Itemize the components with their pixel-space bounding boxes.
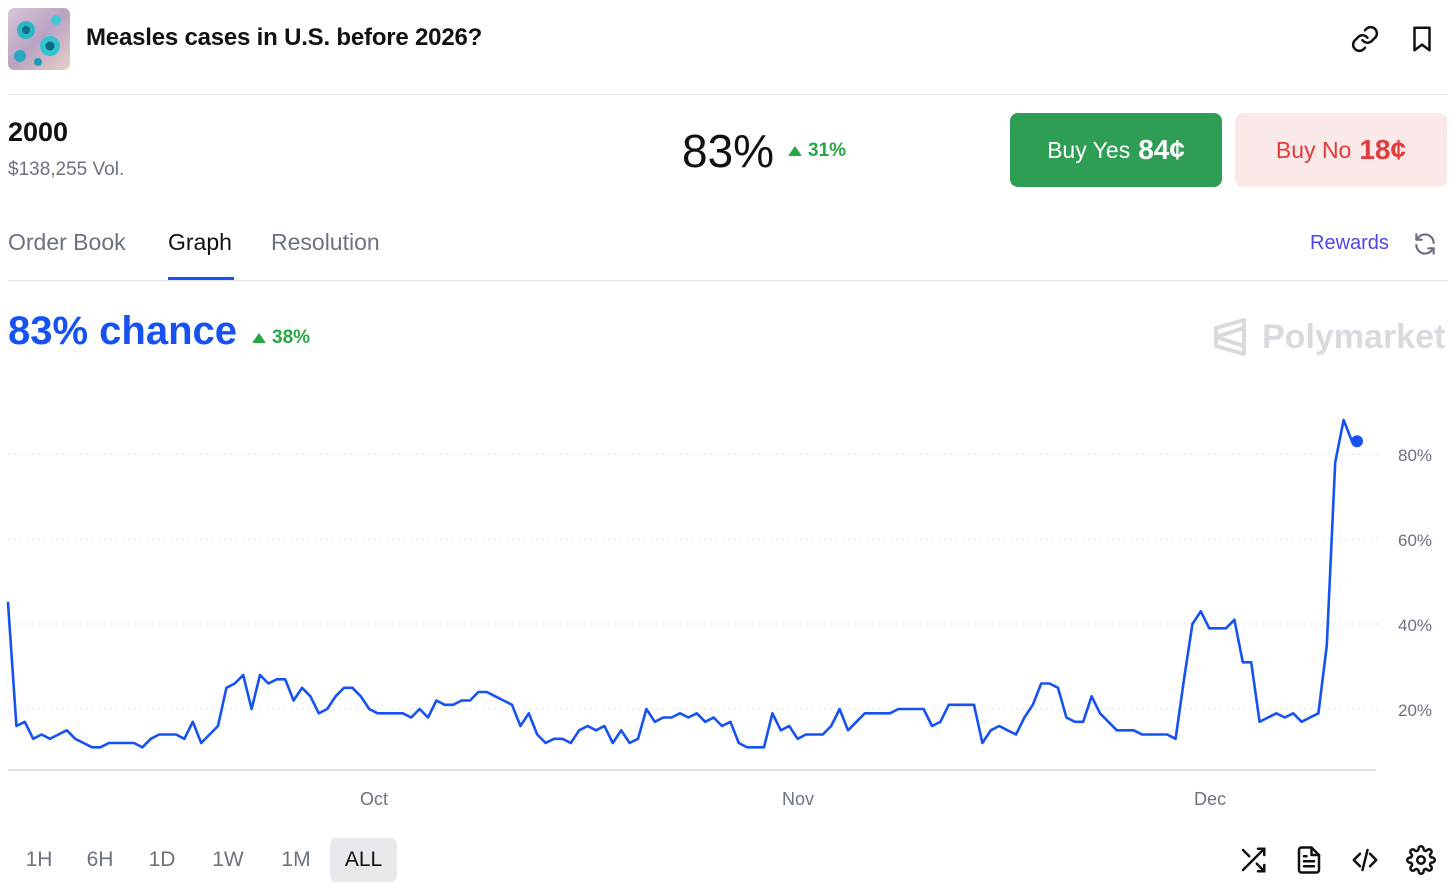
link-icon[interactable] — [1350, 24, 1380, 54]
header-divider — [8, 94, 1448, 95]
buy-no-label: Buy No — [1275, 136, 1352, 163]
y-tick-label: 40% — [1398, 616, 1432, 635]
tab-graph[interactable]: Graph — [168, 229, 232, 255]
buy-yes-label: Buy Yes — [1047, 136, 1131, 163]
range-all-button[interactable]: ALL — [330, 838, 397, 882]
tabs-divider — [8, 280, 1448, 281]
up-triangle-icon — [252, 333, 266, 343]
y-tick-label: 80% — [1398, 446, 1432, 465]
code-icon[interactable] — [1350, 845, 1380, 875]
buy-no-button[interactable]: Buy No 18¢ — [1235, 113, 1447, 187]
x-tick-label: Nov — [782, 789, 814, 809]
tab-resolution[interactable]: Resolution — [271, 229, 380, 255]
tab-order-book[interactable]: Order Book — [8, 229, 126, 255]
price-chart[interactable]: 20% 40% 60% 80% Oct Nov Dec — [0, 380, 1456, 820]
outcome-name: 2000 — [8, 117, 69, 147]
chance-label: 83% chance — [8, 309, 238, 353]
range-1h-button[interactable]: 1H — [25, 848, 53, 871]
y-tick-label: 20% — [1398, 701, 1432, 720]
bookmark-icon[interactable] — [1407, 24, 1437, 54]
range-1d-button[interactable]: 1D — [148, 848, 176, 871]
y-tick-label: 60% — [1398, 531, 1432, 550]
watermark-text: Polymarket — [1262, 317, 1446, 356]
virus-thumbnail[interactable] — [8, 8, 70, 70]
refresh-icon[interactable] — [1412, 231, 1438, 257]
range-1m-button[interactable]: 1M — [281, 848, 311, 871]
x-tick-label: Oct — [360, 789, 388, 809]
buy-yes-button[interactable]: Buy Yes 84¢ — [1010, 113, 1222, 187]
series-line — [6, 418, 1354, 749]
rewards-link[interactable]: Rewards — [1310, 232, 1389, 254]
polymarket-logo-icon — [1214, 318, 1246, 356]
outcome-change-value: 31% — [808, 140, 847, 161]
polymarket-watermark: Polymarket — [1212, 316, 1445, 358]
buy-no-price: 18¢ — [1359, 134, 1407, 165]
outcome-change: 31% — [788, 140, 846, 162]
shuffle-icon[interactable] — [1238, 845, 1268, 875]
outcome-percent: 83% — [682, 125, 775, 177]
market-title: Measles cases in U.S. before 2026? — [86, 24, 483, 51]
x-tick-label: Dec — [1194, 789, 1226, 809]
last-point-marker — [1351, 435, 1363, 448]
settings-icon[interactable] — [1406, 845, 1436, 875]
chance-change: 38% — [252, 327, 310, 349]
buy-yes-price: 84¢ — [1138, 134, 1185, 165]
up-triangle-icon — [788, 146, 802, 156]
chance-change-value: 38% — [272, 327, 311, 348]
document-icon[interactable] — [1294, 845, 1324, 875]
range-6h-button[interactable]: 6H — [86, 848, 114, 871]
volume-label: $138,255 Vol. — [8, 159, 125, 180]
active-tab-indicator — [168, 277, 234, 280]
range-1w-button[interactable]: 1W — [212, 848, 244, 871]
market-header: Measles cases in U.S. before 2026? — [0, 0, 1456, 95]
